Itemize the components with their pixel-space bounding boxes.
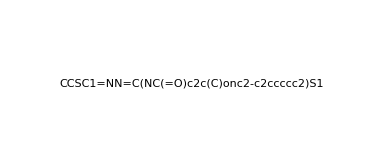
Text: CCSC1=NN=C(NC(=O)c2c(C)onc2-c2ccccc2)S1: CCSC1=NN=C(NC(=O)c2c(C)onc2-c2ccccc2)S1 xyxy=(59,79,324,89)
